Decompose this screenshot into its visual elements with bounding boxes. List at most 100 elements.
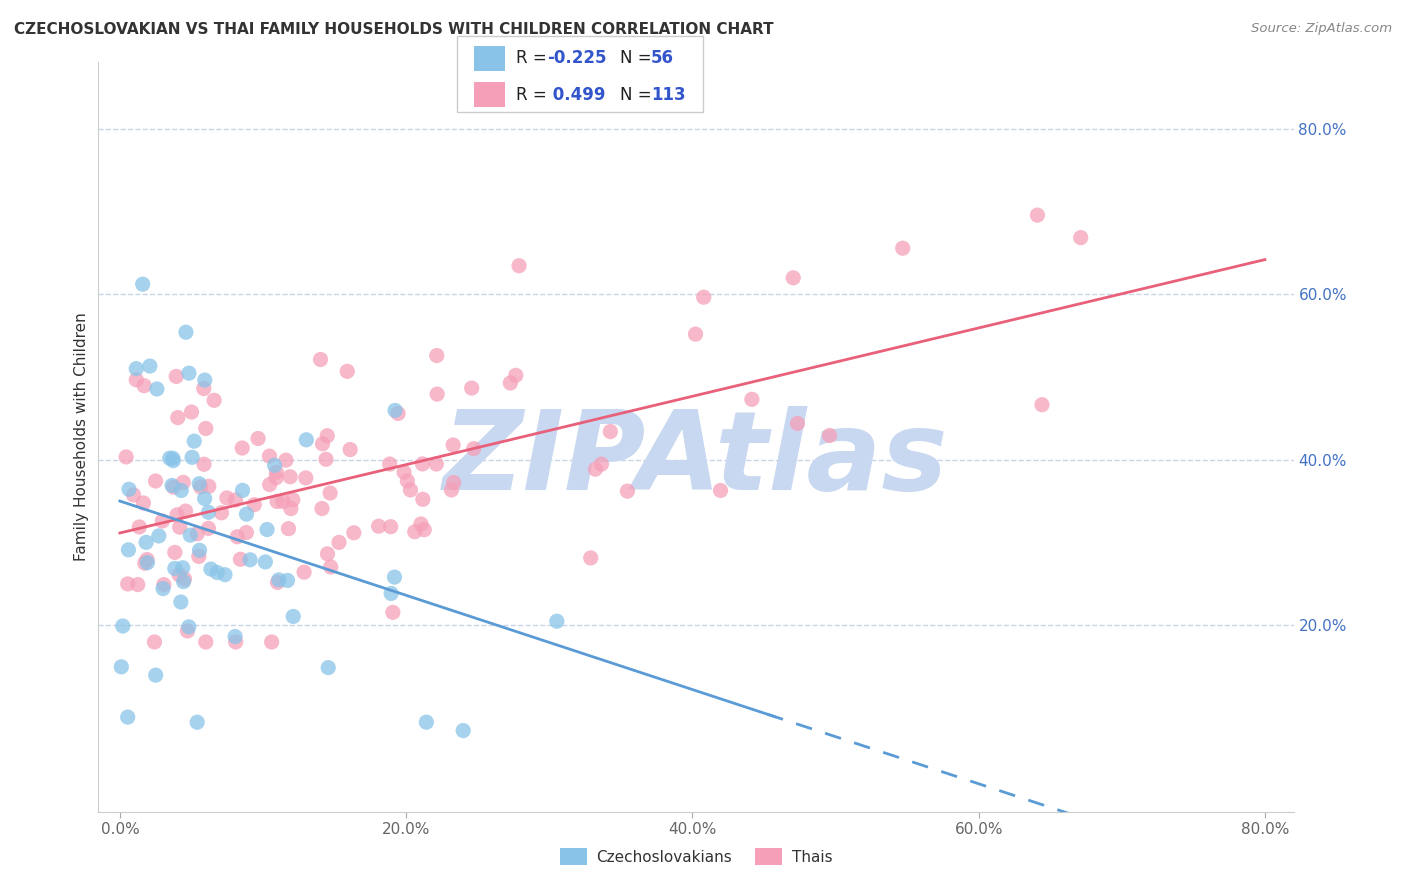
Point [443, 475, 465, 490]
Point [339, 442, 361, 457]
Point [162, 451, 184, 466]
Point [460, 381, 482, 395]
Point [599, 425, 621, 439]
Text: R =: R = [516, 86, 547, 103]
Point [194, 373, 217, 387]
Point [546, 614, 568, 628]
Point [256, 523, 278, 537]
Text: R =: R = [516, 49, 547, 68]
Text: CZECHOSLOVAKIAN VS THAI FAMILY HOUSEHOLDS WITH CHILDREN CORRELATION CHART: CZECHOSLOVAKIAN VS THAI FAMILY HOUSEHOLD… [14, 22, 773, 37]
Point [167, 567, 190, 582]
Point [384, 570, 406, 584]
Point [162, 453, 184, 467]
Point [278, 469, 301, 483]
Point [172, 475, 194, 490]
Point [186, 715, 208, 730]
Point [143, 635, 166, 649]
Point [266, 494, 288, 508]
Point [367, 519, 389, 533]
Point [132, 496, 155, 510]
Point [200, 562, 222, 576]
Point [146, 382, 169, 396]
Point [166, 508, 188, 522]
Point [194, 635, 217, 649]
Point [136, 552, 159, 566]
Point [440, 483, 463, 497]
Point [131, 277, 153, 292]
Point [254, 555, 277, 569]
Point [170, 595, 193, 609]
Text: 0.499: 0.499 [547, 86, 606, 103]
Point [166, 410, 188, 425]
Point [426, 387, 449, 401]
Legend: Czechoslovakians, Thais: Czechoslovakians, Thais [554, 842, 838, 871]
Point [782, 270, 804, 285]
Point [117, 577, 139, 591]
Point [259, 449, 281, 463]
Point [150, 514, 173, 528]
Point [180, 405, 202, 419]
Point [179, 528, 201, 542]
Point [188, 476, 211, 491]
Point [499, 376, 522, 390]
Point [818, 428, 841, 442]
Point [413, 523, 436, 537]
Point [384, 403, 406, 417]
Point [292, 565, 315, 579]
Point [281, 492, 304, 507]
Point [508, 259, 530, 273]
Point [579, 550, 602, 565]
Point [709, 483, 731, 498]
Text: -0.225: -0.225 [547, 49, 606, 68]
Point [162, 480, 184, 494]
Point [117, 542, 139, 557]
Point [415, 715, 437, 730]
Point [404, 524, 426, 539]
Point [274, 453, 297, 467]
Point [243, 498, 266, 512]
Point [316, 547, 339, 561]
Point [267, 573, 290, 587]
Point [187, 549, 209, 564]
Point [591, 457, 613, 471]
Point [111, 619, 134, 633]
Point [266, 575, 288, 590]
Point [891, 241, 914, 255]
Point [311, 437, 333, 451]
Point [378, 457, 401, 471]
Point [188, 543, 211, 558]
Point [172, 561, 194, 575]
Point [128, 520, 150, 534]
Point [616, 484, 638, 499]
Point [224, 492, 246, 507]
Point [441, 438, 464, 452]
Point [231, 441, 253, 455]
Point [277, 522, 299, 536]
Point [409, 516, 432, 531]
Point [136, 556, 159, 570]
Text: ZIPAtlas: ZIPAtlas [443, 406, 949, 513]
Point [786, 417, 808, 431]
Point [148, 529, 170, 543]
Point [205, 566, 228, 580]
Point [396, 474, 419, 488]
Point [197, 521, 219, 535]
Point [152, 582, 174, 596]
Point [193, 457, 215, 471]
Point [214, 567, 236, 582]
Point [186, 526, 208, 541]
Point [117, 710, 139, 724]
Point [381, 605, 404, 619]
Point [319, 560, 342, 574]
Point [316, 660, 339, 674]
Point [387, 406, 409, 420]
Point [159, 451, 181, 466]
Point [264, 471, 287, 485]
Text: N =: N = [620, 86, 651, 103]
Point [505, 368, 527, 383]
Point [145, 474, 167, 488]
Point [211, 506, 233, 520]
Point [380, 519, 402, 533]
Point [183, 434, 205, 449]
Point [194, 491, 217, 506]
